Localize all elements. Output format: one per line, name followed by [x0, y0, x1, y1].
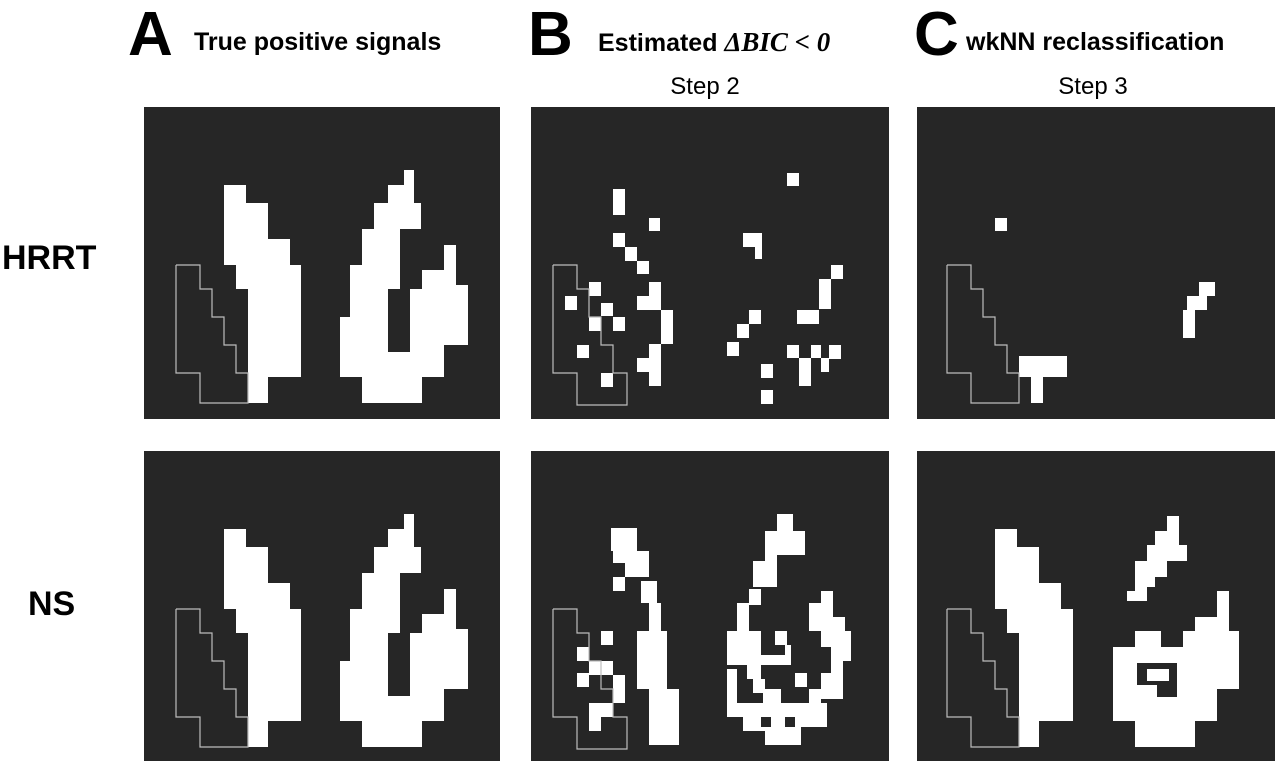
signal-map-b-ns [552, 514, 851, 750]
step-label-b: Step 2 [670, 73, 740, 100]
panel-c-hrrt [917, 107, 1275, 419]
panel-c-ns [917, 451, 1275, 761]
signal-map-a-hrrt [175, 170, 468, 404]
panel-a-ns [144, 451, 500, 761]
panel-b-ns [531, 451, 889, 761]
panel-a-hrrt [144, 107, 500, 419]
row-label-hrrt: HRRT [2, 239, 97, 277]
panel-b-hrrt [531, 107, 889, 419]
column-title-b-text: Estimated [598, 29, 725, 57]
row-label-ns: NS [28, 585, 76, 623]
panel-letter-c: C [914, 0, 959, 69]
panel-letter-a: A [128, 0, 173, 69]
column-title-c: wkNN reclassification [966, 28, 1225, 56]
column-title-a: True positive signals [194, 28, 442, 56]
signal-map-c-ns [946, 516, 1239, 748]
step-label-c: Step 3 [1058, 73, 1128, 100]
column-title-b: Estimated ΔBIC < 0 [598, 22, 830, 63]
signal-map-b-hrrt [552, 173, 843, 406]
signal-map-a-ns [175, 514, 468, 748]
signal-map-c-hrrt [946, 218, 1215, 404]
delta-bic-formula: ΔBIC < 0 [724, 27, 831, 57]
panel-letter-b: B [528, 0, 573, 69]
